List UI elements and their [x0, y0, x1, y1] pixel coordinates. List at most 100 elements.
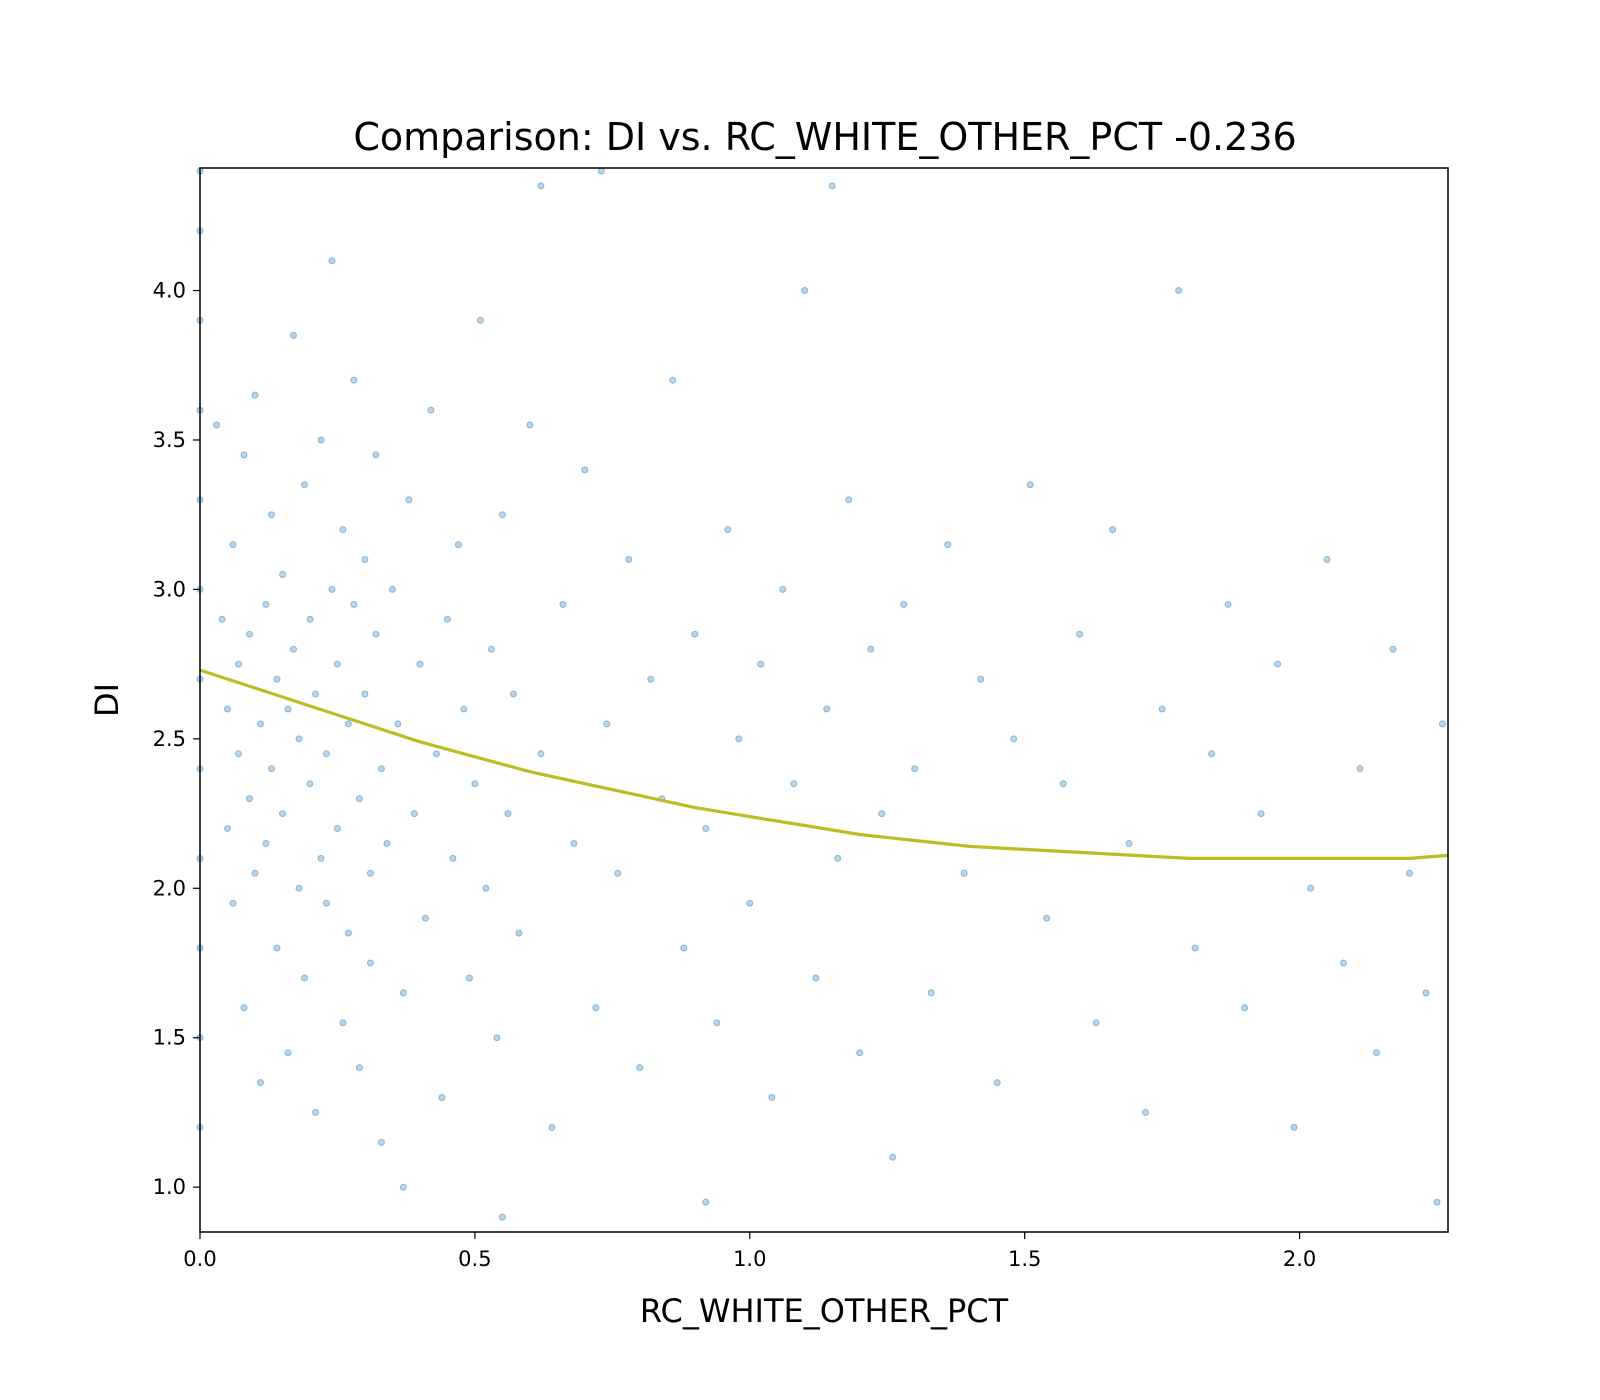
data-point	[295, 735, 303, 743]
y-tick-label: 3.5	[153, 428, 186, 452]
data-point	[251, 391, 259, 399]
data-point	[240, 1004, 248, 1012]
data-point	[856, 1049, 864, 1057]
data-point	[746, 899, 754, 907]
x-tick-label: 1.5	[1008, 1247, 1041, 1271]
data-point	[1241, 1004, 1249, 1012]
data-point	[465, 974, 473, 982]
data-point	[1059, 780, 1067, 788]
data-point	[268, 765, 275, 773]
data-point	[498, 1213, 506, 1221]
data-point	[597, 167, 605, 175]
data-point	[680, 944, 688, 952]
data-point	[1109, 526, 1117, 534]
data-point	[279, 571, 286, 578]
data-point	[306, 780, 314, 788]
data-point	[295, 884, 303, 892]
y-axis-ticks: 1.0 1.5 2.0 2.5 3.0 3.5 4.0	[153, 279, 200, 1199]
x-tick-label: 1.0	[733, 1247, 766, 1271]
data-point	[268, 511, 275, 519]
data-point	[355, 795, 363, 803]
x-tick-label: 2.0	[1283, 1247, 1316, 1271]
data-point	[1433, 1198, 1441, 1206]
data-point	[213, 421, 220, 429]
data-point	[301, 481, 308, 489]
data-point	[713, 1019, 721, 1027]
data-point	[279, 810, 286, 818]
data-point	[344, 929, 352, 937]
data-point	[960, 869, 968, 877]
data-point	[317, 854, 325, 862]
data-point	[372, 630, 380, 638]
data-point	[515, 929, 523, 937]
data-point	[421, 914, 429, 922]
chart-title: Comparison: DI vs. RC_WHITE_OTHER_PCT -0…	[353, 115, 1296, 159]
data-point	[834, 854, 842, 862]
data-point	[548, 1123, 556, 1131]
data-point	[812, 974, 820, 982]
data-point	[317, 436, 325, 444]
data-point	[537, 750, 545, 758]
data-point	[1290, 1123, 1298, 1131]
data-point	[1356, 765, 1364, 773]
data-point	[537, 182, 545, 190]
data-point	[1175, 287, 1183, 294]
data-point	[1142, 1108, 1150, 1116]
data-point	[1373, 1049, 1380, 1057]
data-point	[1026, 481, 1034, 489]
data-point	[498, 511, 506, 519]
data-point	[476, 316, 484, 324]
data-point	[246, 795, 253, 803]
data-point	[647, 675, 655, 683]
data-point	[509, 690, 517, 698]
data-point	[312, 1108, 319, 1116]
data-point	[878, 810, 886, 818]
y-axis-label: DI	[88, 683, 126, 717]
data-point	[1125, 840, 1133, 847]
data-point	[333, 825, 341, 832]
data-point	[449, 854, 457, 862]
data-point	[504, 810, 512, 818]
data-point	[482, 884, 490, 892]
data-point	[1158, 705, 1166, 713]
data-point	[366, 959, 374, 967]
data-point	[438, 1094, 446, 1101]
data-point	[900, 600, 908, 608]
data-point	[273, 675, 281, 683]
points-layer	[196, 167, 1446, 1221]
y-tick-label: 2.5	[153, 727, 186, 751]
data-point	[427, 406, 435, 414]
data-point	[1257, 810, 1265, 818]
data-point	[1208, 750, 1216, 758]
data-point	[1340, 959, 1347, 967]
y-tick-label: 1.5	[153, 1026, 186, 1050]
data-point	[399, 1183, 407, 1191]
data-point	[823, 705, 831, 713]
data-point	[790, 780, 798, 788]
data-point	[290, 331, 297, 339]
data-point	[251, 869, 259, 877]
data-point	[1422, 989, 1430, 997]
data-point	[284, 1049, 292, 1057]
data-point	[927, 989, 935, 997]
data-point	[405, 496, 413, 504]
y-tick-label: 2.0	[153, 876, 186, 900]
data-point	[257, 1079, 264, 1087]
data-point	[724, 526, 732, 534]
data-point	[377, 765, 385, 773]
data-point	[889, 1153, 897, 1161]
data-point	[377, 1138, 385, 1146]
data-point	[636, 1064, 644, 1072]
data-point	[284, 705, 292, 713]
data-point	[1439, 720, 1446, 728]
data-point	[1043, 914, 1051, 922]
data-point	[394, 720, 402, 728]
data-point	[801, 287, 809, 294]
data-point	[322, 750, 330, 758]
data-point	[1010, 735, 1018, 743]
data-point	[1092, 1019, 1100, 1027]
data-point	[410, 810, 418, 818]
data-point	[944, 541, 952, 549]
data-point	[328, 257, 336, 265]
data-point	[361, 556, 369, 563]
